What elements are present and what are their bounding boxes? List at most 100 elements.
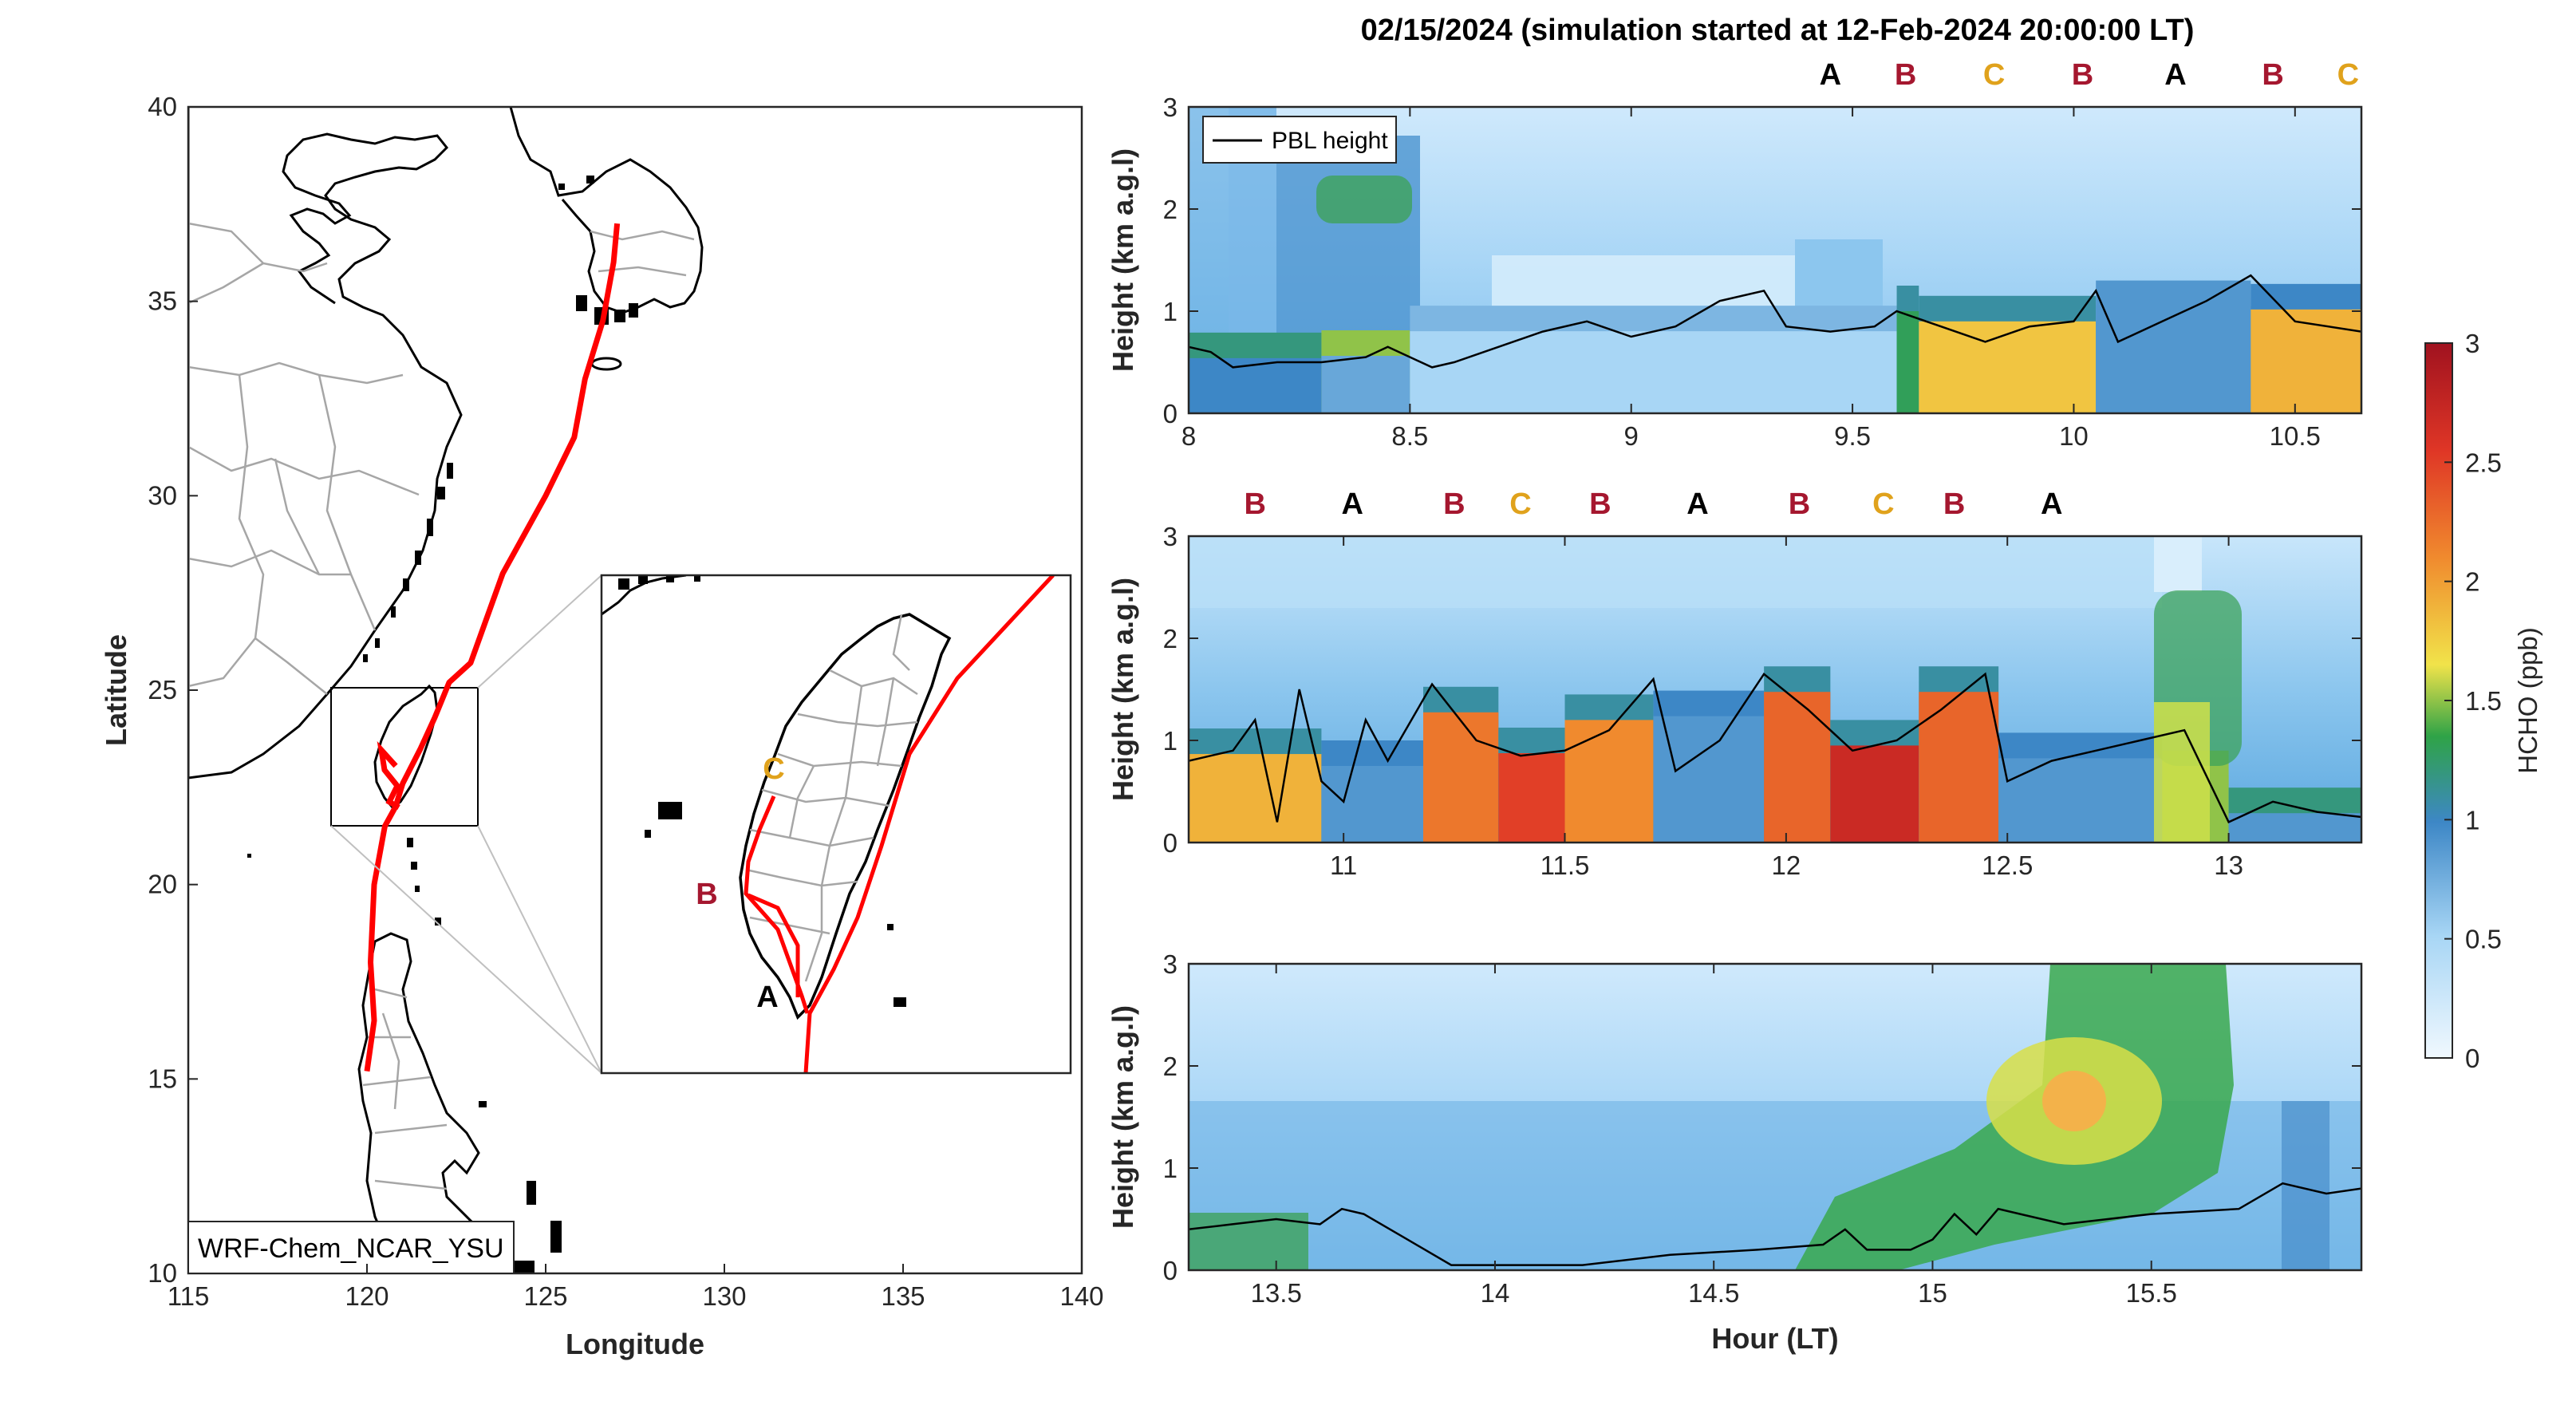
- panel1-hcho-bands: [1189, 280, 2361, 413]
- site-marker-b: B: [1589, 487, 1611, 521]
- panel-y-tick-label: 1: [1163, 297, 1178, 326]
- site-marker-c: C: [1509, 487, 1531, 521]
- map-x-tick-label: 115: [168, 1281, 210, 1311]
- map-y-tick-label: 10: [148, 1258, 177, 1288]
- panel2-yellow-plume: [2154, 702, 2210, 843]
- site-marker-b: B: [2262, 58, 2283, 92]
- korea-islands: [558, 176, 638, 371]
- panel3-frame: [1187, 962, 2363, 1272]
- panel-x-tick-label: 11.5: [1540, 851, 1590, 880]
- site-marker-b: B: [1443, 487, 1465, 521]
- colorbar-tick-label: 0.5: [2465, 925, 2502, 954]
- map-x-tick-label: 125: [523, 1281, 567, 1311]
- site-marker-a: A: [1342, 487, 1363, 521]
- map-x-tick-label: 130: [702, 1281, 746, 1311]
- panel-x-tick-label: 15.5: [2126, 1278, 2177, 1308]
- philippine-islands: [247, 838, 562, 1273]
- model-label: WRF-Chem_NCAR_YSU: [198, 1233, 504, 1264]
- site-marker-c: C: [1872, 487, 1894, 521]
- hcho-band-surface: [1896, 311, 1919, 413]
- province-borders: [188, 222, 695, 695]
- panel3-ylabel: Height (km a.g.l): [1107, 1005, 1139, 1229]
- hcho-band-surface: [1321, 356, 1410, 413]
- site-marker-b: B: [1895, 58, 1916, 92]
- panel-x-tick-label: 9: [1624, 421, 1639, 451]
- map-panel: C B A WRF-Chem_NCAR_YSU 115 120 125 130 135 1…: [100, 92, 1104, 1360]
- philippine-borders: [362, 988, 479, 1230]
- panel-x-tick-label: 14.5: [1688, 1278, 1739, 1308]
- colorbar-tick-label: 3: [2465, 329, 2479, 358]
- panel2-ylabel: Height (km a.g.l): [1107, 578, 1139, 801]
- panel-y-tick-label: 1: [1163, 1154, 1178, 1183]
- panel1-ylabel: Height (km a.g.l): [1107, 148, 1139, 372]
- inset-label-a: A: [756, 981, 778, 1014]
- inset-flight-track-spur: [748, 893, 800, 997]
- panel1-frame: [1187, 105, 2363, 415]
- hcho-band-surface: [1410, 331, 1897, 413]
- site-marker-b: B: [1244, 487, 1265, 521]
- inset-taiwan-coastline: [739, 613, 952, 1020]
- colorbar-tick-label: 1: [2465, 805, 2479, 835]
- map-y-tick-label: 35: [148, 286, 177, 316]
- hcho-band-surface: [1564, 720, 1654, 843]
- panel-x-tick-label: 8: [1181, 421, 1196, 451]
- colorbar-tick-label: 1.5: [2465, 686, 2502, 716]
- hcho-band-surface: [2251, 309, 2361, 413]
- panel-y-tick-label: 2: [1163, 1052, 1178, 1081]
- hcho-band-surface: [1998, 758, 2163, 843]
- colorbar-ticks: 0 0.5 1 1.5 2 2.5 3: [2444, 329, 2502, 1073]
- pbl-legend-text: PBL height: [1272, 128, 1388, 154]
- inset-frame: [600, 574, 1072, 1075]
- site-marker-a: A: [2164, 58, 2186, 92]
- panel-y-tick-label: 3: [1163, 93, 1178, 122]
- flight-track: [364, 223, 621, 1072]
- panel1-ticks: 8 8.5 9 9.5 10 10.5 0 1 2 3: [1163, 93, 2361, 451]
- panel-x-tick-label: 12.5: [1982, 851, 2033, 880]
- hcho-band-surface: [2096, 306, 2251, 413]
- hcho-band-surface: [1764, 692, 1831, 843]
- hcho-band-surface: [1498, 753, 1565, 843]
- colorbar-tick-label: 2: [2465, 567, 2479, 597]
- panel3-orange-core: [2042, 1071, 2106, 1131]
- panel3-ticks: 13.5 14 14.5 15 15.5 0 1 2 3: [1163, 949, 2361, 1308]
- map-x-tick-label: 135: [881, 1281, 925, 1311]
- hcho-band-surface: [1423, 712, 1499, 843]
- map-y-tick-label: 25: [148, 675, 177, 705]
- inset-label-c: C: [763, 752, 784, 786]
- panel-y-tick-label: 2: [1163, 195, 1178, 224]
- hcho-band-surface: [2228, 813, 2361, 843]
- inset-flight-track-east: [803, 575, 1055, 1073]
- panel-x-tick-label: 13: [2214, 851, 2243, 880]
- hcho-band-surface: [1830, 745, 1919, 843]
- panel-x-tick-label: 8.5: [1391, 421, 1428, 451]
- panel2-pbl-line: [1189, 672, 2361, 824]
- hcho-band-surface: [1189, 357, 1322, 413]
- map-x-ticks: 115 120 125 130 135 140: [168, 1264, 1104, 1311]
- panel-x-tick-label: 9.5: [1834, 421, 1871, 451]
- panel-y-tick-label: 1: [1163, 726, 1178, 756]
- site-marker-a: A: [1686, 487, 1708, 521]
- heatmap-panel-1: 8 8.5 9 9.5 10 10.5 0 1 2 3 A B C B A B C Height (km a.…: [1107, 58, 2363, 451]
- site-marker-b: B: [1789, 487, 1810, 521]
- map-y-tick-label: 20: [148, 870, 177, 899]
- panel-x-tick-label: 10.5: [2270, 421, 2321, 451]
- hcho-band-surface: [1653, 716, 1765, 843]
- inset-flight-track-west: [744, 795, 810, 1014]
- panel-x-tick-label: 15: [1918, 1278, 1947, 1308]
- map-x-tick-label: 140: [1059, 1281, 1103, 1311]
- panel-y-tick-label: 0: [1163, 1256, 1178, 1285]
- panel-x-tick-label: 11: [1330, 851, 1357, 880]
- luzon-coastline: [357, 932, 512, 1273]
- hcho-band-surface: [1321, 766, 1423, 843]
- hcho-band-surface: [1919, 692, 1999, 843]
- panel2-light-top: [1189, 536, 2162, 608]
- site-marker-a: A: [1820, 58, 1841, 92]
- zoom-connectors: [330, 574, 602, 1074]
- panel3-pbl-line: [1189, 1182, 2361, 1266]
- hcho-band-surface: [1919, 321, 2097, 413]
- panel1-pbl-line: [1189, 274, 2361, 369]
